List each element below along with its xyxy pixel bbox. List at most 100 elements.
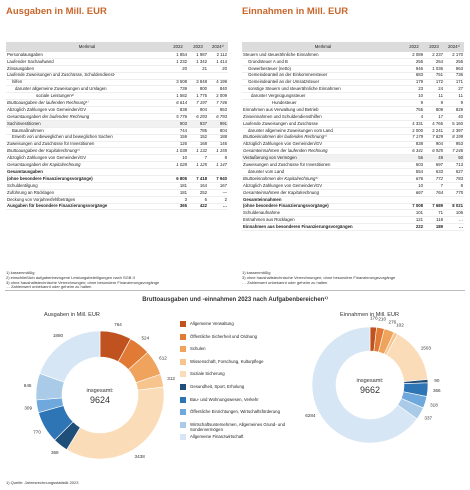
row-label: darunter allgemeine Zuweisungen und Umla… [6,85,168,94]
cell-value: 963 [444,65,464,73]
table-row: Zuweisungen und Zuschüsse für Investitio… [6,141,228,149]
cell-value: 1 582 [168,92,188,101]
table-row: Zuführung an Rücklagen 181 252— [6,189,228,197]
cell-value: 838 [168,106,188,115]
cell-value: 49 [424,154,444,163]
slice-value-label: 368 [51,450,59,455]
expenses-table: Merkmal 2022 2023 2024¹⁾ Personalausgabe… [6,42,228,211]
cell-value [188,168,208,177]
cell-value: 697 [424,161,444,170]
cell-value: 6 805 [168,175,188,183]
row-label: Veräußerung von Vermögen [242,154,404,163]
legend-item: Bau- und Wohnungswesen, Verkehr [180,396,320,409]
cell-value: 809 [424,106,444,115]
legend-item: Allgemeine Finanzwirtschaft [180,433,320,446]
row-label: Personalausgaben [6,52,168,59]
row-label: Laufender Sachaufwand [6,58,168,66]
cell-value: 2 241 [424,127,444,135]
legend-item: Soziale Sicherung [180,370,320,383]
table-row: Grundsteuer A und B 255 254 255 [242,58,464,66]
donut-center-value: 9662 [360,385,380,395]
row-label: Einnahmen aus Verwaltung und Betrieb [242,106,404,115]
legend-swatch [180,421,186,428]
cell-value: 554 [404,168,424,177]
cell-value: 422 [188,203,208,211]
table-row: sonstige Steuern und steuerähnliche Einn… [242,85,464,94]
legend-label: Allgemeine Finanzwirtschaft [190,434,244,440]
cell-value: 904 [188,106,208,115]
slice-value-label: 3438 [135,454,146,459]
cell-value: 1 147 [208,161,228,170]
row-label: Gemeindeanteil an der Einkommensteuer [242,72,404,80]
cell-value: 24 [424,85,444,94]
cell-value: 23 [404,85,424,94]
legend-swatch [180,358,186,365]
cell-value: 2 237 [424,52,444,59]
cell-value: 627 [444,168,464,177]
cell-value [168,168,188,177]
cell-value: 20 [208,65,228,73]
cell-value: 255 [404,58,424,66]
legend-swatch [180,346,186,353]
cell-value: 904 [424,141,444,149]
legend-item: Gesundheit, Sport, Erholung [180,383,320,396]
cell-value: 683 [404,72,424,80]
table-row: Steuern und steuerähnliche Einnahmen 2 08… [242,52,464,59]
cell-value: 172 [424,79,444,87]
slice-value-label: 210 [378,317,386,322]
cell-value: 4 331 [404,120,424,128]
column-header: Merkmal [242,42,404,52]
legend-label: Wissenschaft, Forschung, Kulturpflege [190,358,264,364]
legend-label: Öffentliche Einrichtungen, Wirtschaftsfö… [190,409,280,415]
cell-value: 6 793 [208,113,228,121]
cell-value: … [208,203,228,211]
cell-value: 7 689 [424,203,444,211]
donut-center-label: insgesamt: [356,378,383,384]
revenue-table: Merkmal 2022 2023 2024¹⁾ Steuern und ste… [242,42,464,232]
cell-value: 953 [444,141,464,149]
row-label: Schuldentilgung [6,182,168,190]
slice-value-label: 770 [33,429,41,434]
cell-value: 7 [188,154,208,163]
row-label: Sachinvestitionen [6,120,168,128]
table-header-row: Merkmal 2022 2023 2024¹⁾ [6,42,228,52]
revenue-footnotes: 1) kassenmäßig 3) ohne haushaltstechnisch… [242,270,395,285]
cell-value: 179 [404,79,424,87]
table-row: Zuweisungen und Zuschüsse für Investitio… [242,161,464,170]
row-label: Abzüglich Zahlungen von Gemeinden/GV [242,141,404,149]
row-label: Bruttoeinnahmen der laufenden Rechnung³⁾ [242,134,404,142]
cell-value: 11 [444,92,464,101]
legend-item: Öffentliche Sicherheit und Ordnung [180,333,320,346]
slice-value-label: 176 [370,316,378,321]
cell-value [424,196,444,204]
legend-label: Gesundheit, Sport, Erholung [190,383,245,389]
cell-value: 17 [424,113,444,121]
row-label: Erwerb von unbeweglichen und beweglichen… [6,134,168,142]
legend-swatch [180,371,186,378]
table-row: Gesamteinnahmen der Kapitalrechnung 667 76… [242,189,464,197]
cell-value: 6 [188,196,208,204]
slice-value-label: 276 [389,319,397,324]
cell-value [208,72,228,80]
cell-value: 713 [444,161,464,170]
cell-value: 71 [424,209,444,218]
cell-value: 365 [168,203,188,211]
cell-value: 804 [208,127,228,135]
row-label: darunter vom Land [242,168,404,177]
cell-value: 755 [404,106,424,115]
row-label: Gemeindeanteil an der Umsatzsteuer [242,79,404,87]
slice-value-label: 612 [159,356,167,361]
cell-value: 1 854 [168,52,188,59]
row-label: Abzüglich Zahlungen von Gemeinden/GV [6,106,168,115]
section-divider [5,290,465,291]
column-header: Merkmal [6,42,168,52]
row-label: Gesamteinnahmen der laufenden Rechnung [242,147,404,156]
row-label: Zuweisungen und Zuschüsse für Investitio… [242,161,404,170]
table-row: Gesamtausgaben der laufenden Rechnung 5 7… [6,113,228,121]
cell-value: 736 [444,72,464,80]
charts-main-title: Bruttoausgaben und -einnahmen 2023 nach … [142,297,328,303]
footnote: … Zahlenwert unbekannt oder geheim zu ha… [6,284,92,290]
legend-label: Öffentliche Sicherheit und Ordnung [190,333,258,339]
cell-value: 783 [444,175,464,183]
cell-value: 3 848 [188,79,208,87]
